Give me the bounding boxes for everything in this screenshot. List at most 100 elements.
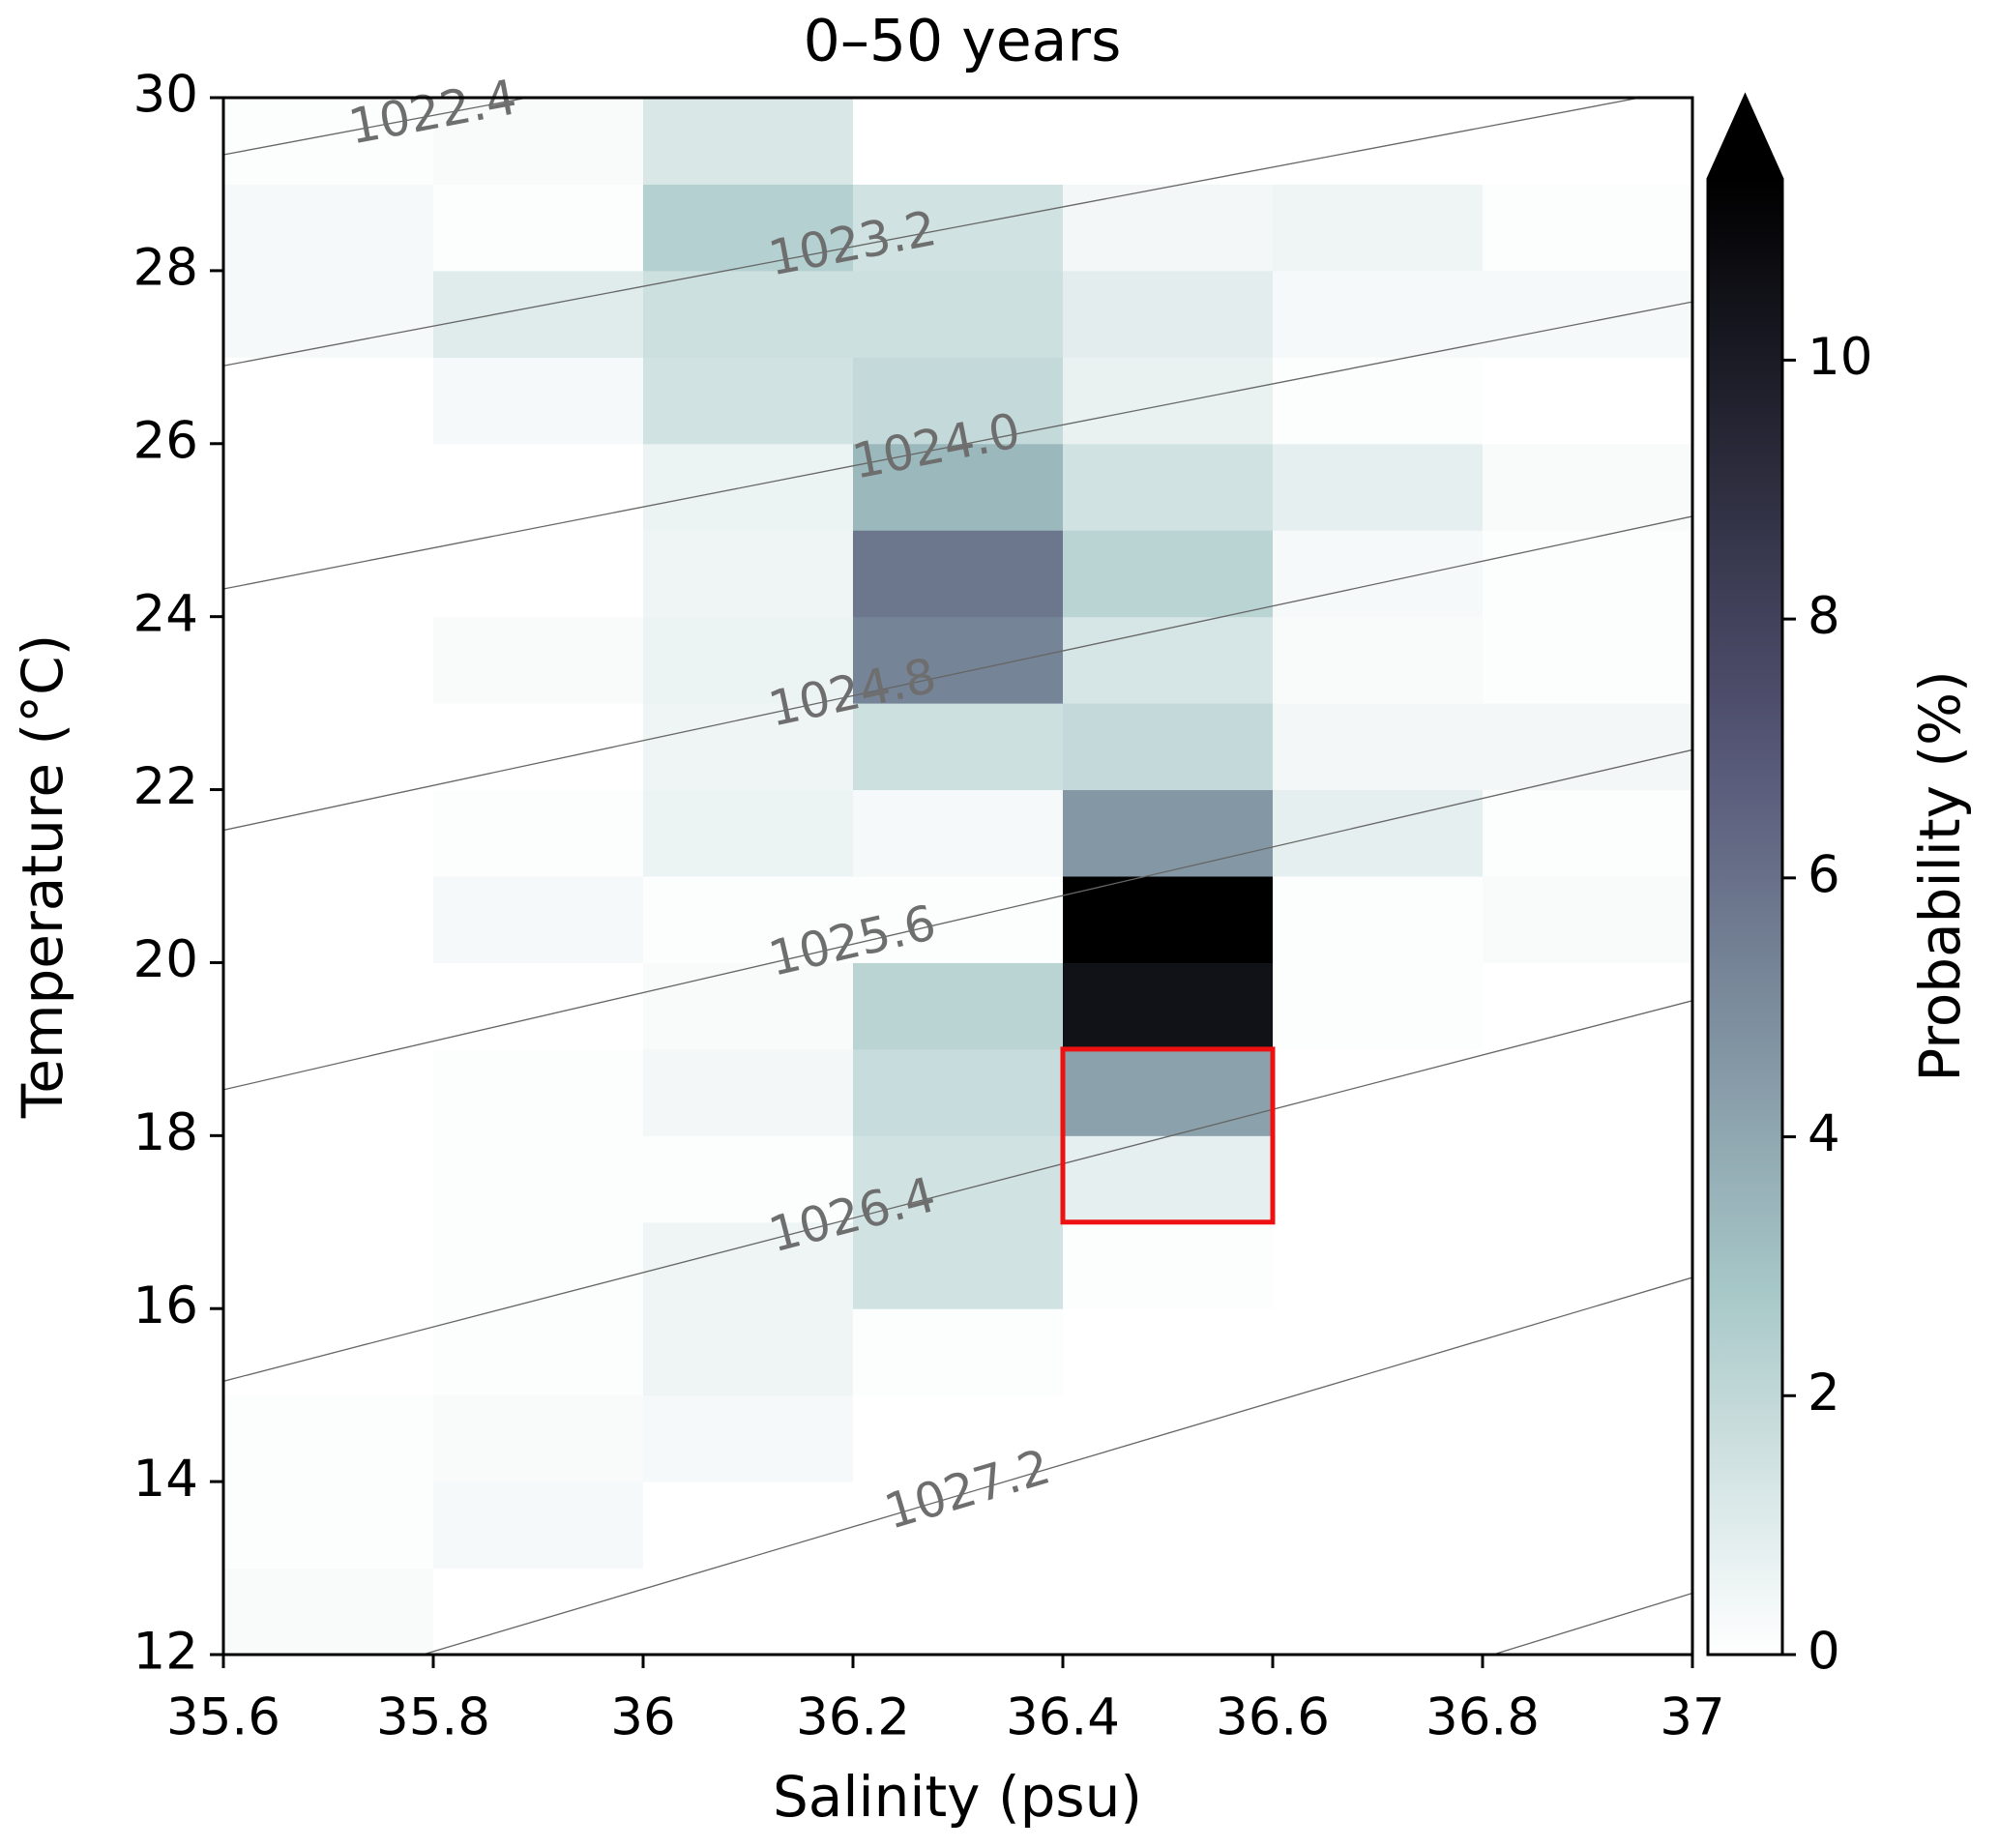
heatmap-cell xyxy=(643,443,854,531)
heatmap-cell xyxy=(1483,876,1693,963)
y-tick-label: 22 xyxy=(133,757,198,816)
heatmap-cell xyxy=(433,1221,644,1309)
heatmap-cell xyxy=(223,1135,434,1223)
y-tick-label: 28 xyxy=(133,239,198,298)
heatmap-cell xyxy=(223,962,434,1050)
heatmap-cell xyxy=(853,530,1064,618)
heatmap-cell xyxy=(223,357,434,445)
heatmap-cell xyxy=(1063,184,1274,272)
heatmap-cell xyxy=(643,789,854,877)
heatmap-cell xyxy=(1483,789,1693,877)
heatmap-cell xyxy=(1483,962,1693,1050)
heatmap-cell xyxy=(853,1048,1064,1136)
heatmap-cell xyxy=(853,357,1064,445)
heatmap-cell xyxy=(1063,962,1274,1050)
heatmap-cell xyxy=(433,443,644,531)
x-tick-label: 36.6 xyxy=(1216,1688,1330,1747)
heatmap-cell xyxy=(433,876,644,963)
contour-line xyxy=(1492,1592,1692,1655)
heatmap-cell xyxy=(433,184,644,272)
x-tick-label: 37 xyxy=(1660,1688,1724,1747)
heatmap-cell xyxy=(1273,270,1484,358)
heatmap-cell xyxy=(853,443,1064,531)
heatmap-cell xyxy=(643,962,854,1050)
heatmap-cell xyxy=(853,98,1064,185)
heatmap-cell xyxy=(1273,357,1484,445)
heatmap-cell xyxy=(853,184,1064,272)
contour-line xyxy=(223,1000,1692,1382)
x-tick-label: 36 xyxy=(610,1688,675,1747)
heatmap-cell xyxy=(1063,443,1274,531)
heatmap-cell xyxy=(1063,703,1274,791)
colorbar-extend xyxy=(1708,96,1782,179)
heatmap-cell xyxy=(223,1048,434,1136)
colorbar-tick-label: 2 xyxy=(1808,1364,1840,1423)
heatmap-cell xyxy=(223,616,434,704)
heatmap-cell xyxy=(223,1568,434,1656)
heatmap-cell xyxy=(643,357,854,445)
heatmap-cell xyxy=(853,1394,1064,1482)
heatmap-cell xyxy=(1063,98,1274,185)
y-axis-label: Temperature (°C) xyxy=(10,634,75,1120)
y-tick-label: 16 xyxy=(133,1276,198,1335)
heatmap-cell xyxy=(1483,703,1693,791)
contour-line xyxy=(422,1276,1692,1655)
heatmap-cell xyxy=(1483,270,1693,358)
heatmap-cell xyxy=(1273,1048,1484,1136)
heatmap-cell xyxy=(433,98,644,185)
heatmap-cell xyxy=(1273,1221,1484,1309)
heatmap-cell xyxy=(1483,184,1693,272)
heatmap-cell xyxy=(1273,443,1484,531)
heatmap-cell xyxy=(433,1048,644,1136)
heatmap-cell xyxy=(1273,1135,1484,1223)
heatmap-cell xyxy=(223,184,434,272)
heatmap-cell xyxy=(1063,1394,1274,1482)
heatmap-cell xyxy=(1273,703,1484,791)
heatmap-cell xyxy=(853,703,1064,791)
heatmap-cell xyxy=(1483,1135,1693,1223)
contour-line xyxy=(223,98,528,156)
heatmap-cell xyxy=(1063,1135,1274,1223)
heatmap-cell xyxy=(433,962,644,1050)
contour-line xyxy=(223,301,1692,590)
colorbar-tick-label: 4 xyxy=(1808,1104,1840,1163)
heatmap-cell xyxy=(1273,530,1484,618)
heatmap-cell xyxy=(643,1481,854,1569)
colorbar-tick-label: 10 xyxy=(1808,328,1872,387)
heatmap-cell xyxy=(643,1135,854,1223)
heatmap-cell xyxy=(1273,962,1484,1050)
plot-frame xyxy=(221,96,1694,1657)
heatmap-cell xyxy=(1273,98,1484,185)
heatmap-cell xyxy=(1063,1481,1274,1569)
heatmap-cell xyxy=(223,530,434,618)
heatmap-cell xyxy=(1063,1221,1274,1309)
heatmap-cell xyxy=(1273,1308,1484,1396)
heatmap-cell xyxy=(1483,357,1693,445)
heatmap-cell xyxy=(433,789,644,877)
heatmap-cell xyxy=(223,876,434,963)
contour-line xyxy=(223,515,1692,832)
y-tick-label: 12 xyxy=(133,1623,198,1682)
heatmap xyxy=(223,98,1693,1656)
y-tick-label: 24 xyxy=(133,584,198,643)
x-tick-label: 36.2 xyxy=(796,1688,910,1747)
heatmap-cell xyxy=(1483,616,1693,704)
y-tick-label: 26 xyxy=(133,411,198,470)
heatmap-cell xyxy=(433,1308,644,1396)
heatmap-cell xyxy=(1273,1568,1484,1656)
heatmap-cell xyxy=(1063,270,1274,358)
heatmap-cell xyxy=(1063,530,1274,618)
heatmap-cell xyxy=(1063,876,1274,963)
heatmap-cell xyxy=(853,1308,1064,1396)
x-tick-label: 35.6 xyxy=(166,1688,280,1747)
colorbar-tick-label: 0 xyxy=(1808,1623,1840,1682)
chart-title: 0–50 years xyxy=(804,8,1122,75)
x-tick-label: 36.4 xyxy=(1006,1688,1120,1747)
heatmap-cell xyxy=(1483,530,1693,618)
colorbar xyxy=(1708,179,1782,1655)
heatmap-cell xyxy=(1273,184,1484,272)
heatmap-cell xyxy=(223,1308,434,1396)
heatmap-cell xyxy=(223,703,434,791)
heatmap-cell xyxy=(223,98,434,185)
